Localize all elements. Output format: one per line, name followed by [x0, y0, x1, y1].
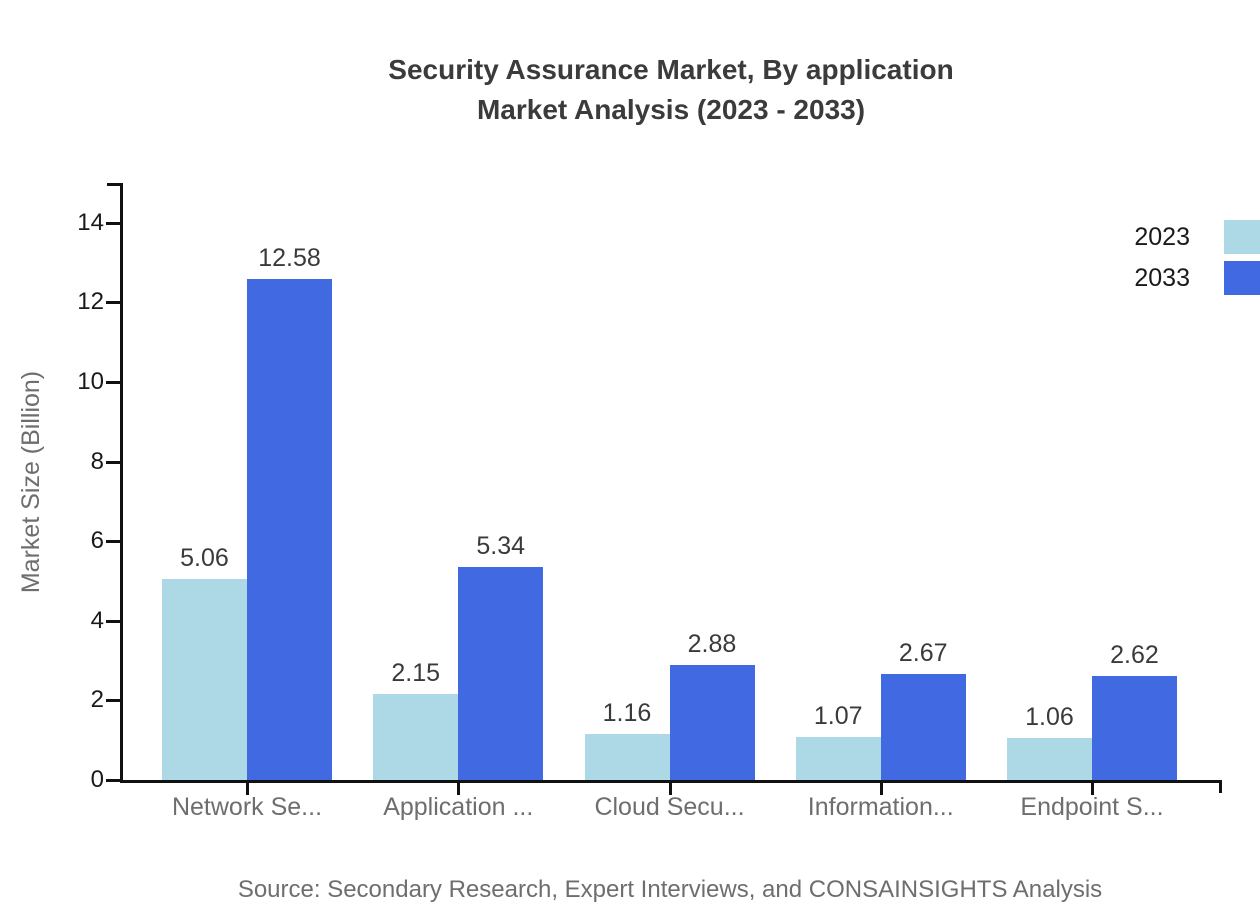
y-tick-mark [106, 540, 120, 544]
bar-2033-3 [669, 665, 755, 780]
y-tick-mark [106, 699, 120, 703]
y-tick-label: 4 [90, 606, 104, 634]
value-label: 5.34 [476, 532, 526, 561]
value-label: 2.67 [898, 638, 948, 667]
y-tick-label: 8 [90, 447, 104, 475]
value-label: 12.58 [258, 244, 321, 273]
value-label: 1.16 [602, 698, 652, 727]
x-tick-mark [246, 783, 249, 795]
bar-2033-1 [247, 279, 332, 780]
value-label: 2.62 [1110, 640, 1159, 669]
y-tick-label: 12 [77, 288, 104, 316]
value-label: 5.06 [180, 543, 229, 572]
category-label: Network Se... [171, 793, 323, 821]
x-tick-mark [879, 783, 883, 795]
y-tick-label: 6 [90, 527, 104, 555]
legend-swatch-2023 [1224, 220, 1260, 254]
x-tick-mark [1091, 783, 1094, 795]
chart-title-line2: Market Analysis (2023 - 2033) [476, 94, 866, 125]
legend-label-2033: 2033 [1134, 264, 1190, 292]
bar-2023-5 [1007, 737, 1092, 780]
y-tick-mark [106, 619, 120, 623]
x-tick-mark [457, 783, 461, 795]
bar-2033-5 [1092, 675, 1177, 780]
value-label: 2.88 [687, 630, 737, 659]
legend-label-2023: 2023 [1134, 223, 1190, 251]
y-tick-label: 0 [90, 766, 104, 793]
category-label: Cloud Secu... [594, 793, 745, 821]
source-attribution: Source: Secondary Research, Expert Inter… [237, 876, 1103, 903]
bar-2023-1 [162, 578, 247, 780]
y-axis-end-cap [107, 183, 120, 186]
y-tick-label: 14 [77, 208, 104, 236]
category-label: Endpoint S... [1020, 793, 1164, 821]
value-label: 1.07 [813, 702, 863, 731]
y-tick-mark [106, 221, 120, 225]
category-label: Application ... [383, 793, 534, 821]
legend-item-2033[interactable]: 2033 [1050, 261, 1260, 295]
y-tick-mark [106, 779, 120, 782]
y-tick-label: 2 [90, 686, 104, 714]
bar-2033-4 [880, 673, 966, 780]
bar-2023-2 [373, 694, 459, 780]
y-tick-mark [106, 301, 120, 305]
bar-2023-3 [584, 733, 670, 780]
chart-title-line1: Security Assurance Market, By applicatio… [388, 54, 954, 85]
bar-2023-4 [795, 737, 881, 780]
y-tick-mark [106, 381, 120, 384]
y-axis-line [120, 183, 123, 783]
category-label: Information... [807, 793, 954, 821]
chart-title: Security Assurance Market, By applicatio… [171, 50, 1171, 130]
x-axis-end-cap [1219, 780, 1222, 793]
legend-swatch-2033 [1224, 261, 1260, 295]
x-tick-mark [668, 783, 672, 795]
x-axis-line [120, 780, 1222, 783]
value-label: 2.15 [391, 659, 441, 688]
y-tick-label: 10 [77, 368, 104, 395]
legend-item-2023[interactable]: 2023 [1050, 220, 1260, 254]
y-tick-mark [106, 460, 120, 464]
value-label: 1.06 [1025, 702, 1074, 731]
bar-2033-2 [458, 567, 544, 780]
